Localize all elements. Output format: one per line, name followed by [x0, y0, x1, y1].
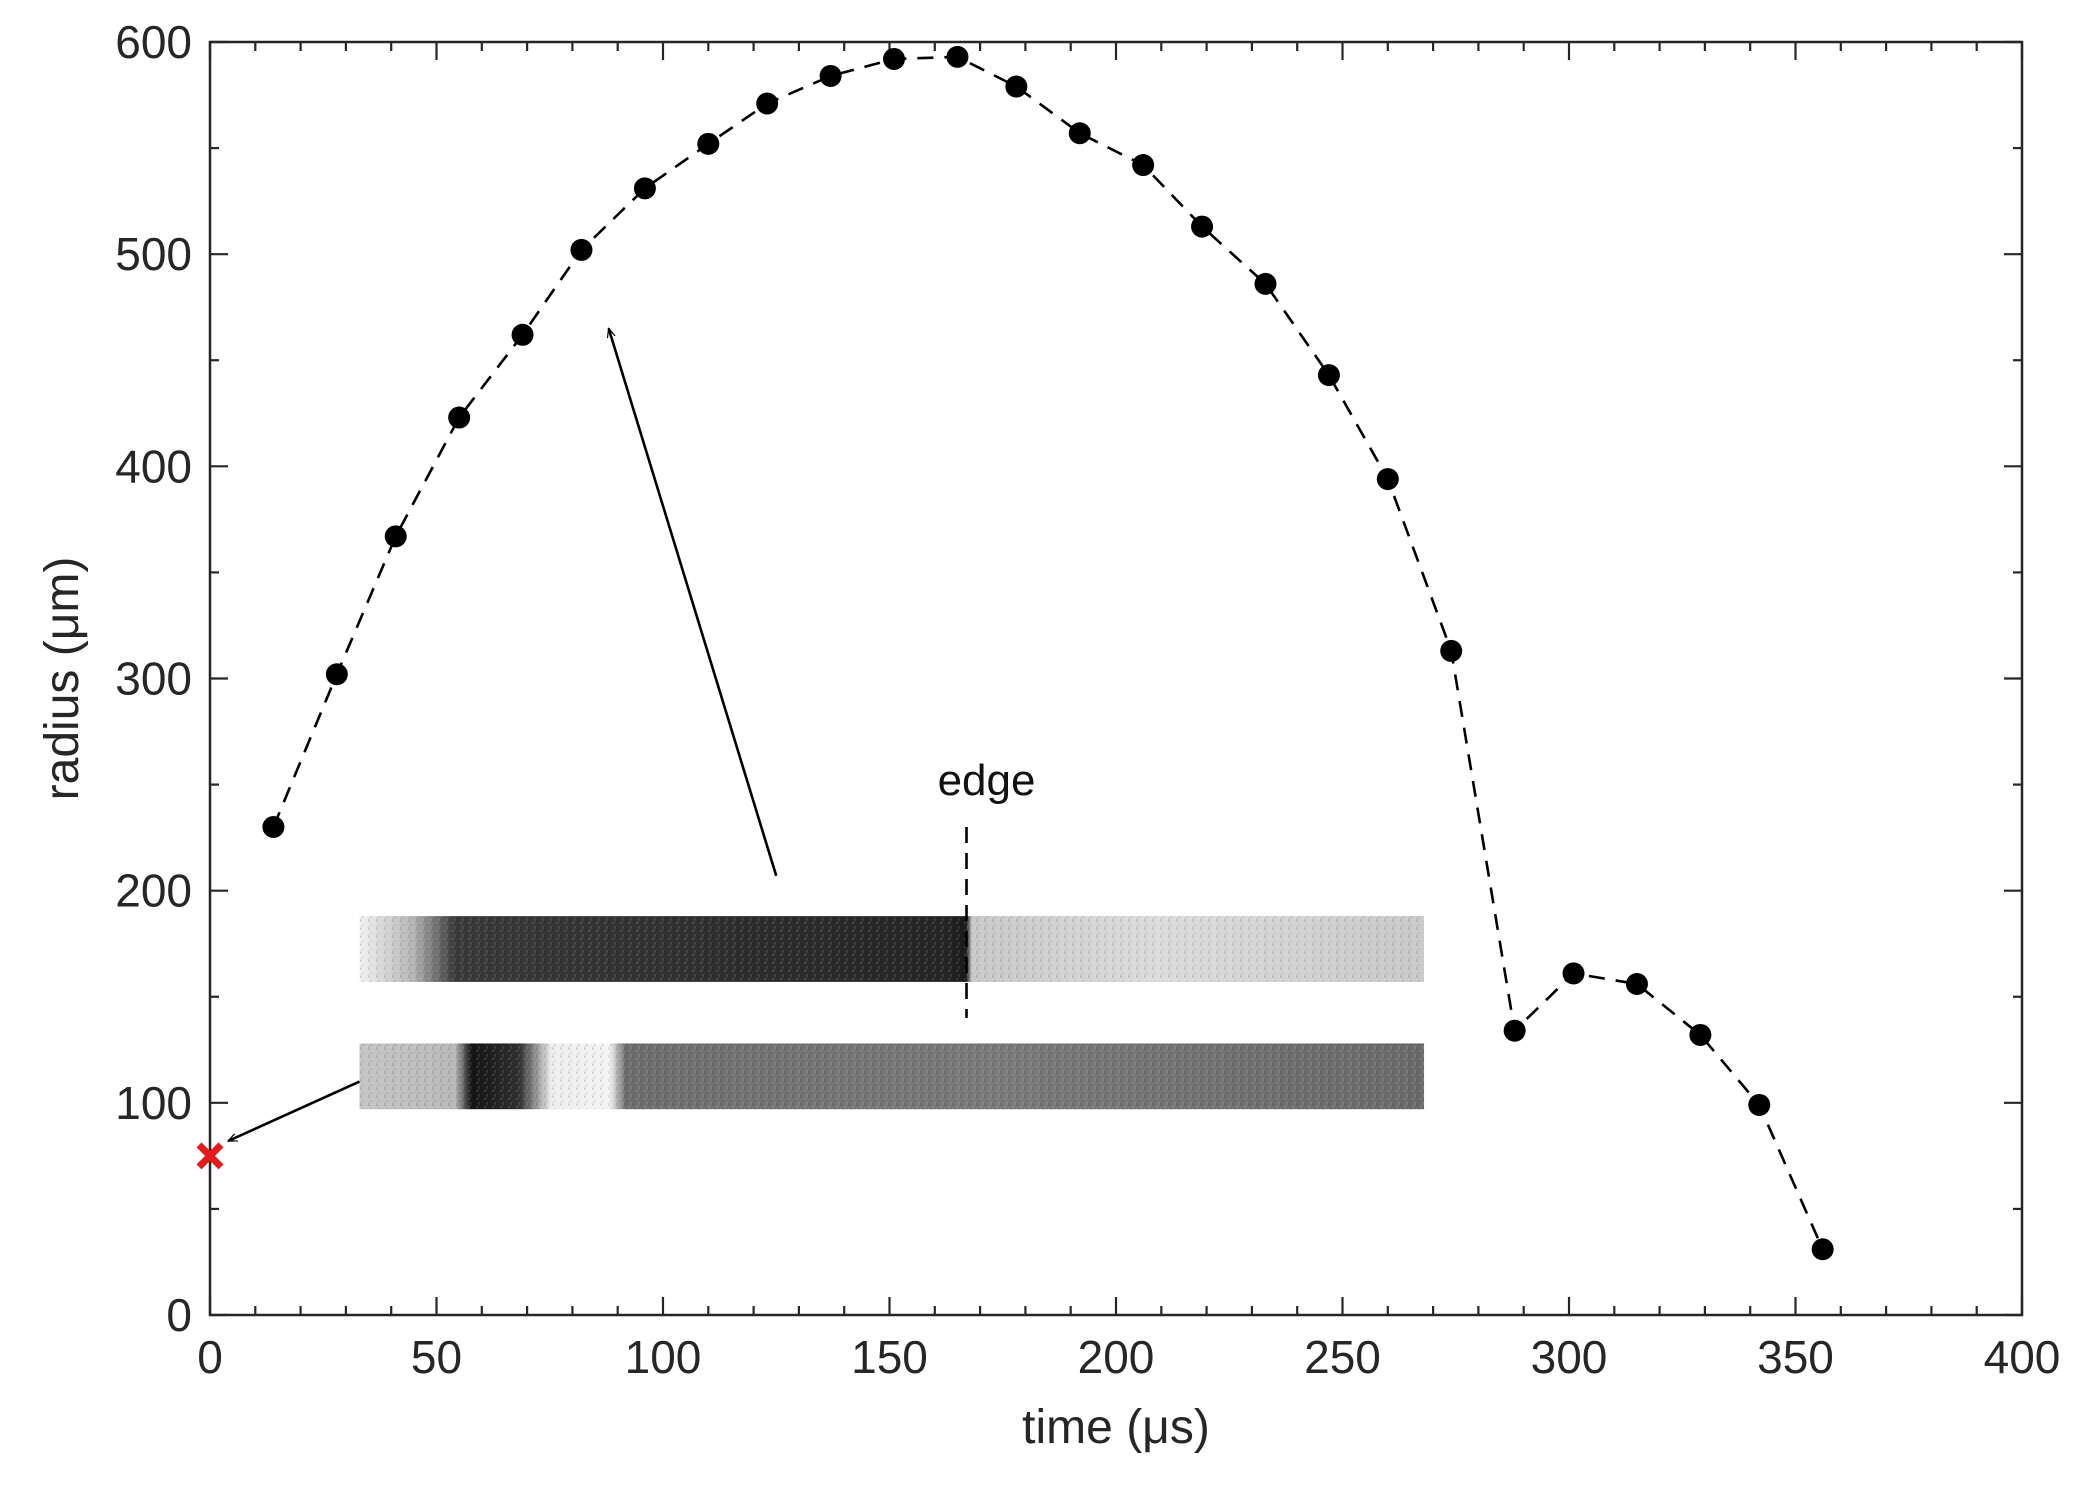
data-point	[633, 177, 656, 200]
inset-images	[359, 916, 1425, 1110]
y-tick-label: 300	[115, 653, 192, 705]
data-point	[1376, 468, 1399, 491]
y-tick-label: 500	[115, 228, 192, 280]
data-point	[1440, 639, 1463, 662]
edge-label: edge	[938, 756, 1036, 805]
data-point	[1254, 272, 1277, 295]
data-point	[511, 323, 534, 346]
data-point	[570, 238, 593, 261]
x-tick-label: 300	[1531, 1331, 1608, 1383]
x-tick-label: 250	[1304, 1331, 1381, 1383]
data-point	[756, 92, 779, 115]
lower-strip-texture	[359, 1043, 1425, 1110]
data-point	[946, 45, 969, 68]
x-tick-label: 0	[197, 1331, 223, 1383]
data-point	[1191, 215, 1214, 238]
data-point	[1503, 1019, 1526, 1042]
x-tick-label: 200	[1078, 1331, 1155, 1383]
data-point	[1005, 75, 1028, 98]
y-tick-label: 0	[166, 1289, 192, 1341]
special-point-x-stroke-b	[196, 1142, 224, 1170]
data-series	[262, 45, 1834, 1261]
y-tick-label: 200	[115, 865, 192, 917]
y-tick-label: 600	[115, 16, 192, 68]
plot-frame	[208, 40, 2024, 1317]
arrow-to-origin	[228, 1080, 361, 1143]
data-point	[448, 406, 471, 429]
x-axis-title: time (μs)	[1022, 1401, 1210, 1454]
data-point	[325, 663, 348, 686]
x-tick-label: 350	[1757, 1331, 1834, 1383]
axes: 0 50 100 150 200 250 300 350 400 0 100 200 300 400 500…	[36, 16, 2060, 1454]
data-point	[1068, 122, 1091, 145]
data-point	[262, 816, 285, 839]
series-line	[272, 55, 1824, 1250]
y-tick-label: 100	[115, 1077, 192, 1129]
data-point	[1689, 1023, 1712, 1046]
x-tick-label: 150	[851, 1331, 928, 1383]
arrow-to-curve	[609, 328, 778, 877]
x-tick-label: 50	[411, 1331, 462, 1383]
annotations: edge	[196, 328, 1036, 1170]
data-point	[1562, 962, 1585, 985]
data-point	[697, 132, 720, 155]
upper-strip-texture	[359, 916, 1425, 982]
x-tick-label: 100	[625, 1331, 702, 1383]
data-point	[1317, 364, 1340, 387]
data-point	[1748, 1093, 1771, 1116]
data-point	[819, 64, 842, 87]
y-axis-title: radius (μm)	[36, 557, 89, 801]
data-point	[1132, 154, 1155, 177]
x-tick-label: 400	[1984, 1331, 2061, 1383]
data-point	[1811, 1238, 1834, 1261]
y-tick-label: 400	[115, 440, 192, 492]
data-point	[1625, 973, 1648, 996]
data-point	[384, 525, 407, 548]
data-point	[883, 47, 906, 70]
